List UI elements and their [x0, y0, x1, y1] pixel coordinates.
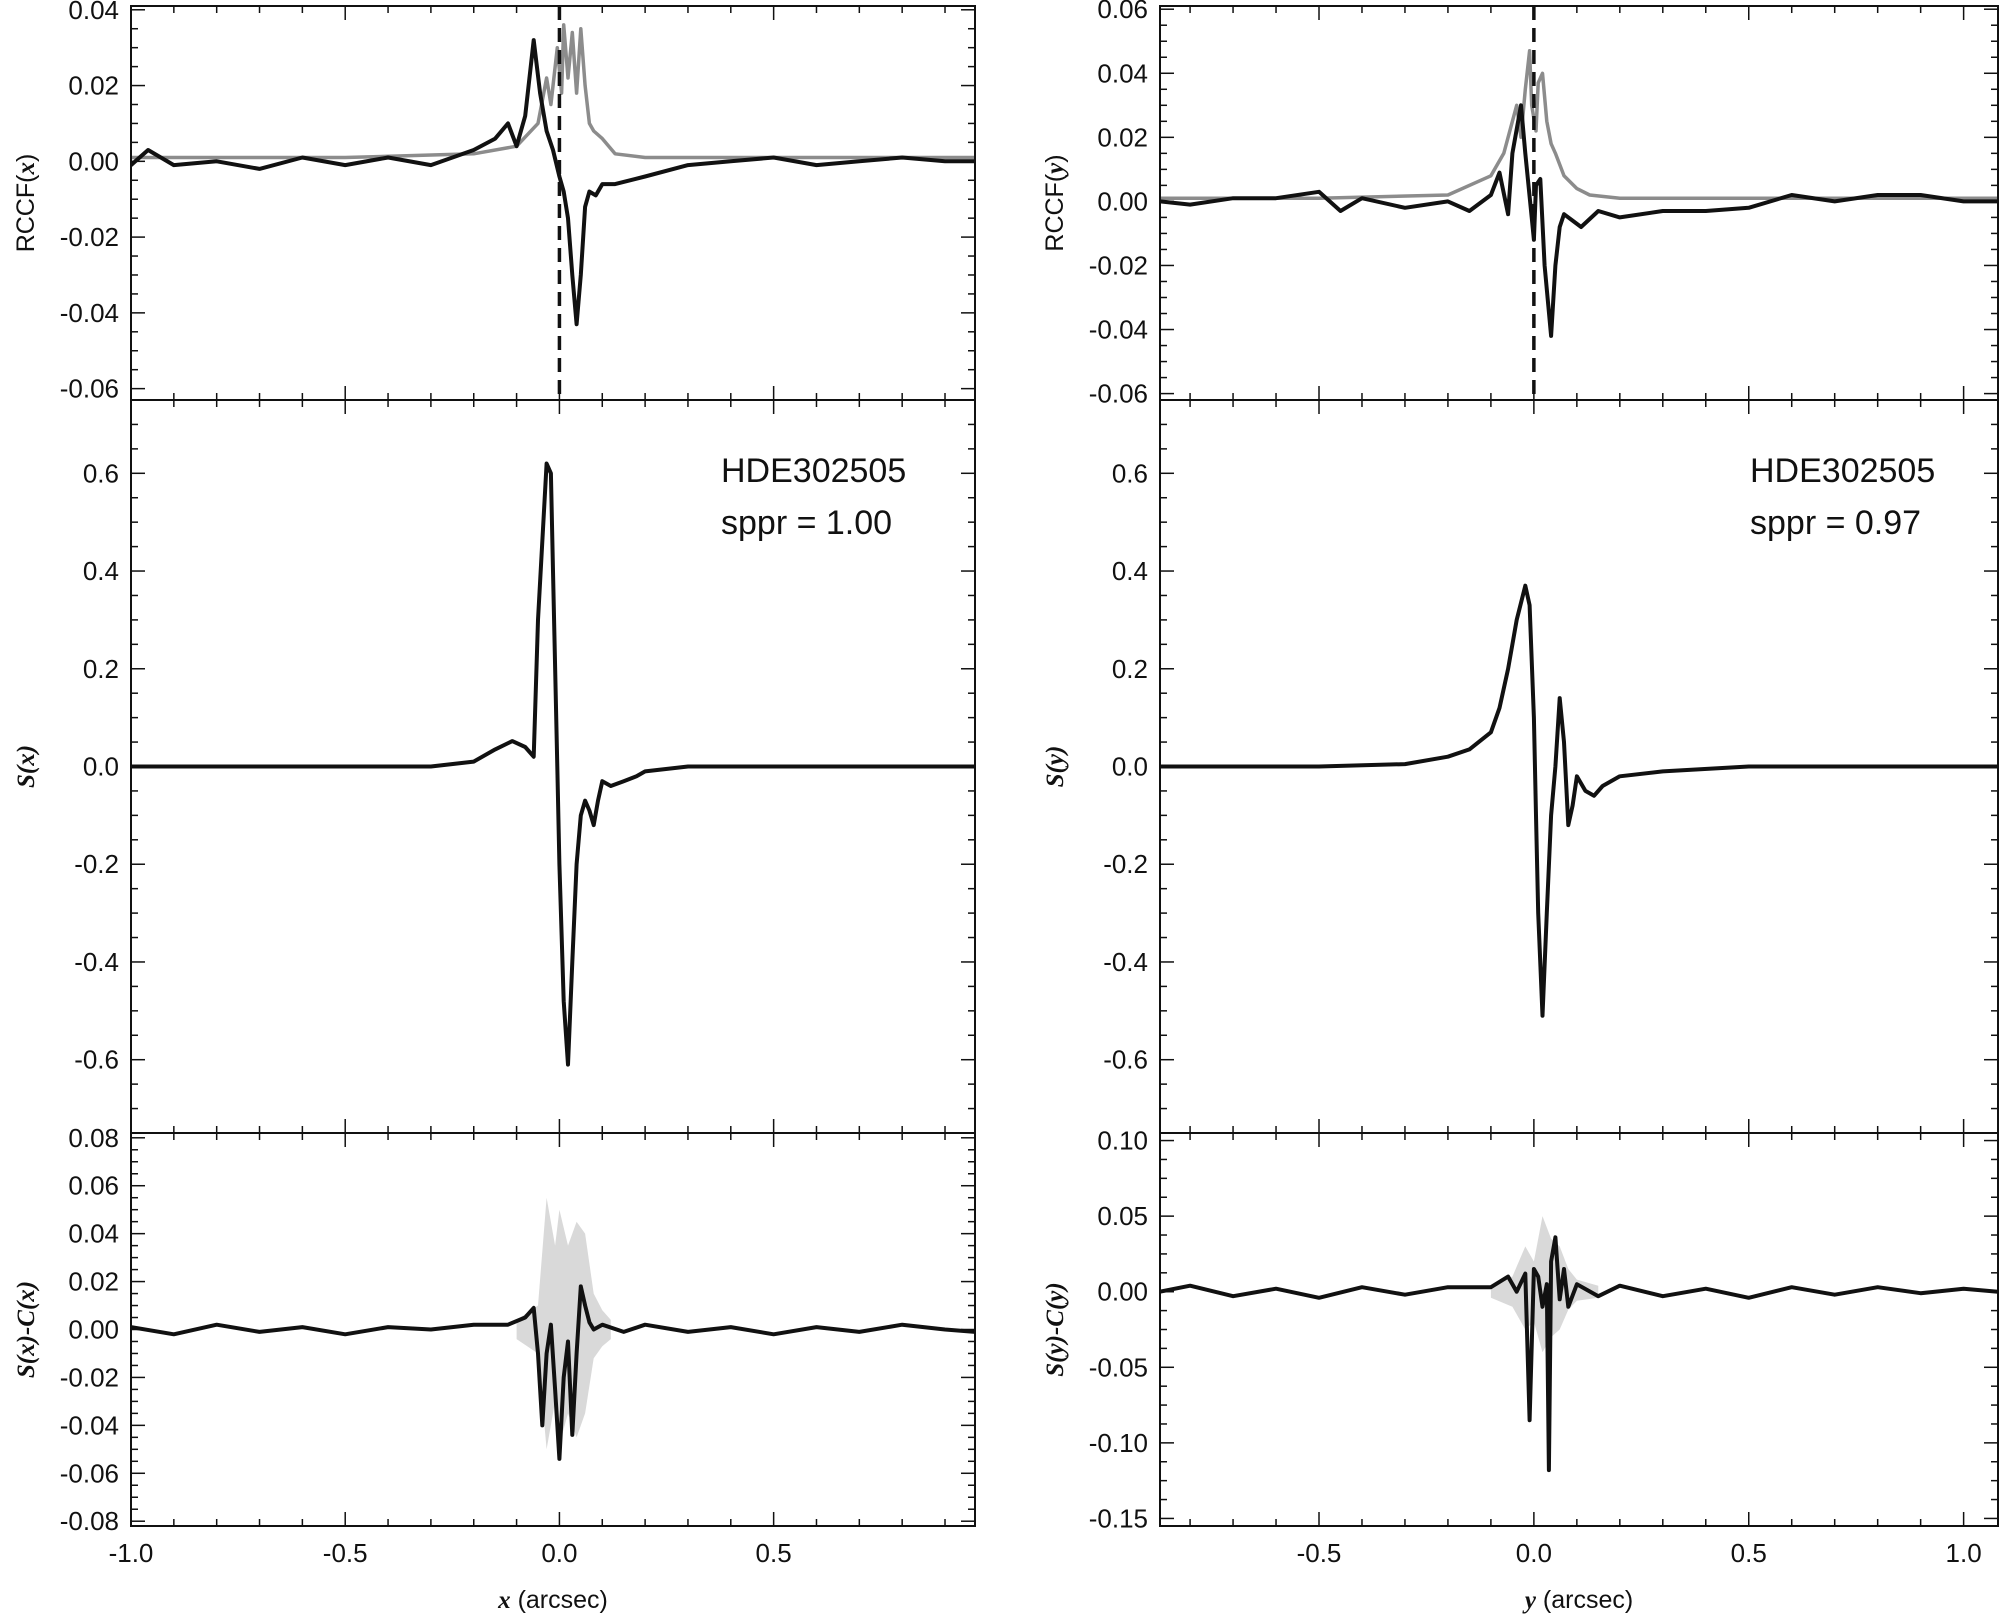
- chart-panel-mid-left: 0.6 0.4 0.2 0.0 -0.2 -0.4 -0.6 S(x) HDE302505 spp…: [13, 399, 976, 1134]
- x-tick-label: 1.0: [1946, 1538, 1982, 1568]
- y-tick-label: 0.4: [1112, 556, 1148, 586]
- x-tick-label: -1.0: [109, 1538, 154, 1568]
- y-axis-label: S(y)-C(y): [1042, 1282, 1069, 1376]
- y-tick-label: -0.02: [60, 1362, 119, 1392]
- y-tick-label: 0.06: [68, 1171, 119, 1201]
- series-line-primary: [131, 38, 975, 327]
- y-tick-label: -0.08: [60, 1506, 119, 1536]
- y-tick-label: 0.10: [1097, 1126, 1148, 1156]
- x-tick-label: 0.0: [1516, 1538, 1552, 1568]
- y-tick-label: 0.04: [68, 1219, 119, 1249]
- y-tick-label: -0.6: [74, 1045, 119, 1075]
- x-tick-label: 0.5: [756, 1538, 792, 1568]
- chart-panel-top-left: 0.04 0.02 0.00 -0.02 -0.04 -0.06 RCCF(x): [12, 0, 976, 404]
- y-axis-label: S(x)-C(x): [13, 1281, 40, 1378]
- y-tick-label: 0.04: [68, 0, 119, 25]
- x-tick-label: 0.0: [541, 1538, 577, 1568]
- annotation-line: sppr = 1.00: [721, 504, 892, 542]
- y-tick-label: 0.0: [1112, 752, 1148, 782]
- y-axis-label: RCCF(y): [1041, 154, 1069, 251]
- y-tick-label: 0.00: [68, 146, 119, 176]
- panel-frame: [1159, 5, 1999, 401]
- y-tick-label: -0.02: [1089, 250, 1148, 280]
- y-tick-label: -0.06: [1089, 379, 1148, 409]
- y-tick-label: 0.4: [83, 556, 119, 586]
- y-axis-label: RCCF(x): [12, 154, 40, 253]
- y-tick-label: -0.02: [60, 222, 119, 252]
- y-tick-label: 0.6: [83, 458, 119, 488]
- y-tick-label: 0.00: [1097, 1277, 1148, 1307]
- y-tick-label: -0.04: [60, 1410, 119, 1440]
- y-tick-label: 0.6: [1112, 458, 1148, 488]
- series-line-secondary: [1160, 49, 1998, 200]
- y-axis-label: S(x): [13, 745, 40, 788]
- y-tick-label: -0.04: [1089, 315, 1148, 345]
- series-line-primary: [1160, 1235, 1998, 1473]
- y-tick-label: -0.6: [1103, 1045, 1148, 1075]
- y-tick-label: -0.2: [74, 849, 119, 879]
- y-tick-label: 0.02: [1097, 122, 1148, 152]
- y-tick-label: -0.06: [60, 374, 119, 404]
- series-line-primary: [131, 1284, 975, 1461]
- chart-panel-bottom-left: 0.08 0.06 0.04 0.02 0.00 -0.02 -0.04 -0.06 -0.08…: [13, 1123, 976, 1614]
- x-tick-label: -0.5: [323, 1538, 368, 1568]
- x-axis-label: y (arcsec): [1522, 1586, 1633, 1614]
- chart-panel-top-right: 0.06 0.04 0.02 0.00 -0.02 -0.04 -0.06 RCCF(y): [1041, 0, 1999, 409]
- y-tick-label: -0.4: [1103, 947, 1148, 977]
- annotation-line: sppr = 0.97: [1750, 504, 1921, 542]
- y-tick-label: -0.06: [60, 1458, 119, 1488]
- y-tick-label: 0.00: [1097, 186, 1148, 216]
- y-axis-label: S(y): [1042, 746, 1069, 788]
- panel-frame: [130, 5, 976, 401]
- series-line-secondary: [131, 23, 975, 160]
- band-area: [1490, 1216, 1599, 1353]
- series-line-primary: [131, 461, 975, 1067]
- y-tick-label: -0.10: [1089, 1428, 1148, 1458]
- y-tick-label: 0.00: [68, 1315, 119, 1345]
- y-tick-label: -0.2: [1103, 849, 1148, 879]
- y-tick-label: 0.06: [1097, 0, 1148, 24]
- chart-panel-mid-right: 0.6 0.4 0.2 0.0 -0.2 -0.4 -0.6 S(y) HDE302505 spp…: [1042, 399, 1999, 1134]
- y-tick-label: -0.05: [1089, 1352, 1148, 1382]
- y-tick-label: 0.2: [83, 654, 119, 684]
- annotation-line: HDE302505: [721, 452, 906, 490]
- y-tick-label: 0.02: [68, 71, 119, 101]
- y-tick-label: 0.0: [83, 752, 119, 782]
- y-tick-label: 0.02: [68, 1267, 119, 1297]
- y-tick-label: 0.04: [1097, 58, 1148, 88]
- x-tick-label: -0.5: [1297, 1538, 1342, 1568]
- annotation-line: HDE302505: [1750, 452, 1935, 490]
- x-tick-label: 0.5: [1731, 1538, 1767, 1568]
- y-tick-label: 0.2: [1112, 654, 1148, 684]
- x-axis-label: x (arcsec): [497, 1586, 608, 1614]
- panel-frame: [1159, 1132, 1999, 1527]
- y-tick-label: 0.05: [1097, 1201, 1148, 1231]
- series-line-primary: [1160, 583, 1998, 1018]
- y-tick-label: -0.4: [74, 947, 119, 977]
- band-area: [516, 1197, 611, 1450]
- y-tick-label: -0.15: [1089, 1503, 1148, 1533]
- series-line-primary: [1160, 103, 1998, 338]
- chart-panel-bottom-right: 0.10 0.05 0.00 -0.05 -0.10 -0.15 -0.5 0.0 0.5 1.0…: [1042, 1126, 1999, 1614]
- y-tick-label: 0.08: [68, 1123, 119, 1153]
- y-tick-label: -0.04: [60, 298, 119, 328]
